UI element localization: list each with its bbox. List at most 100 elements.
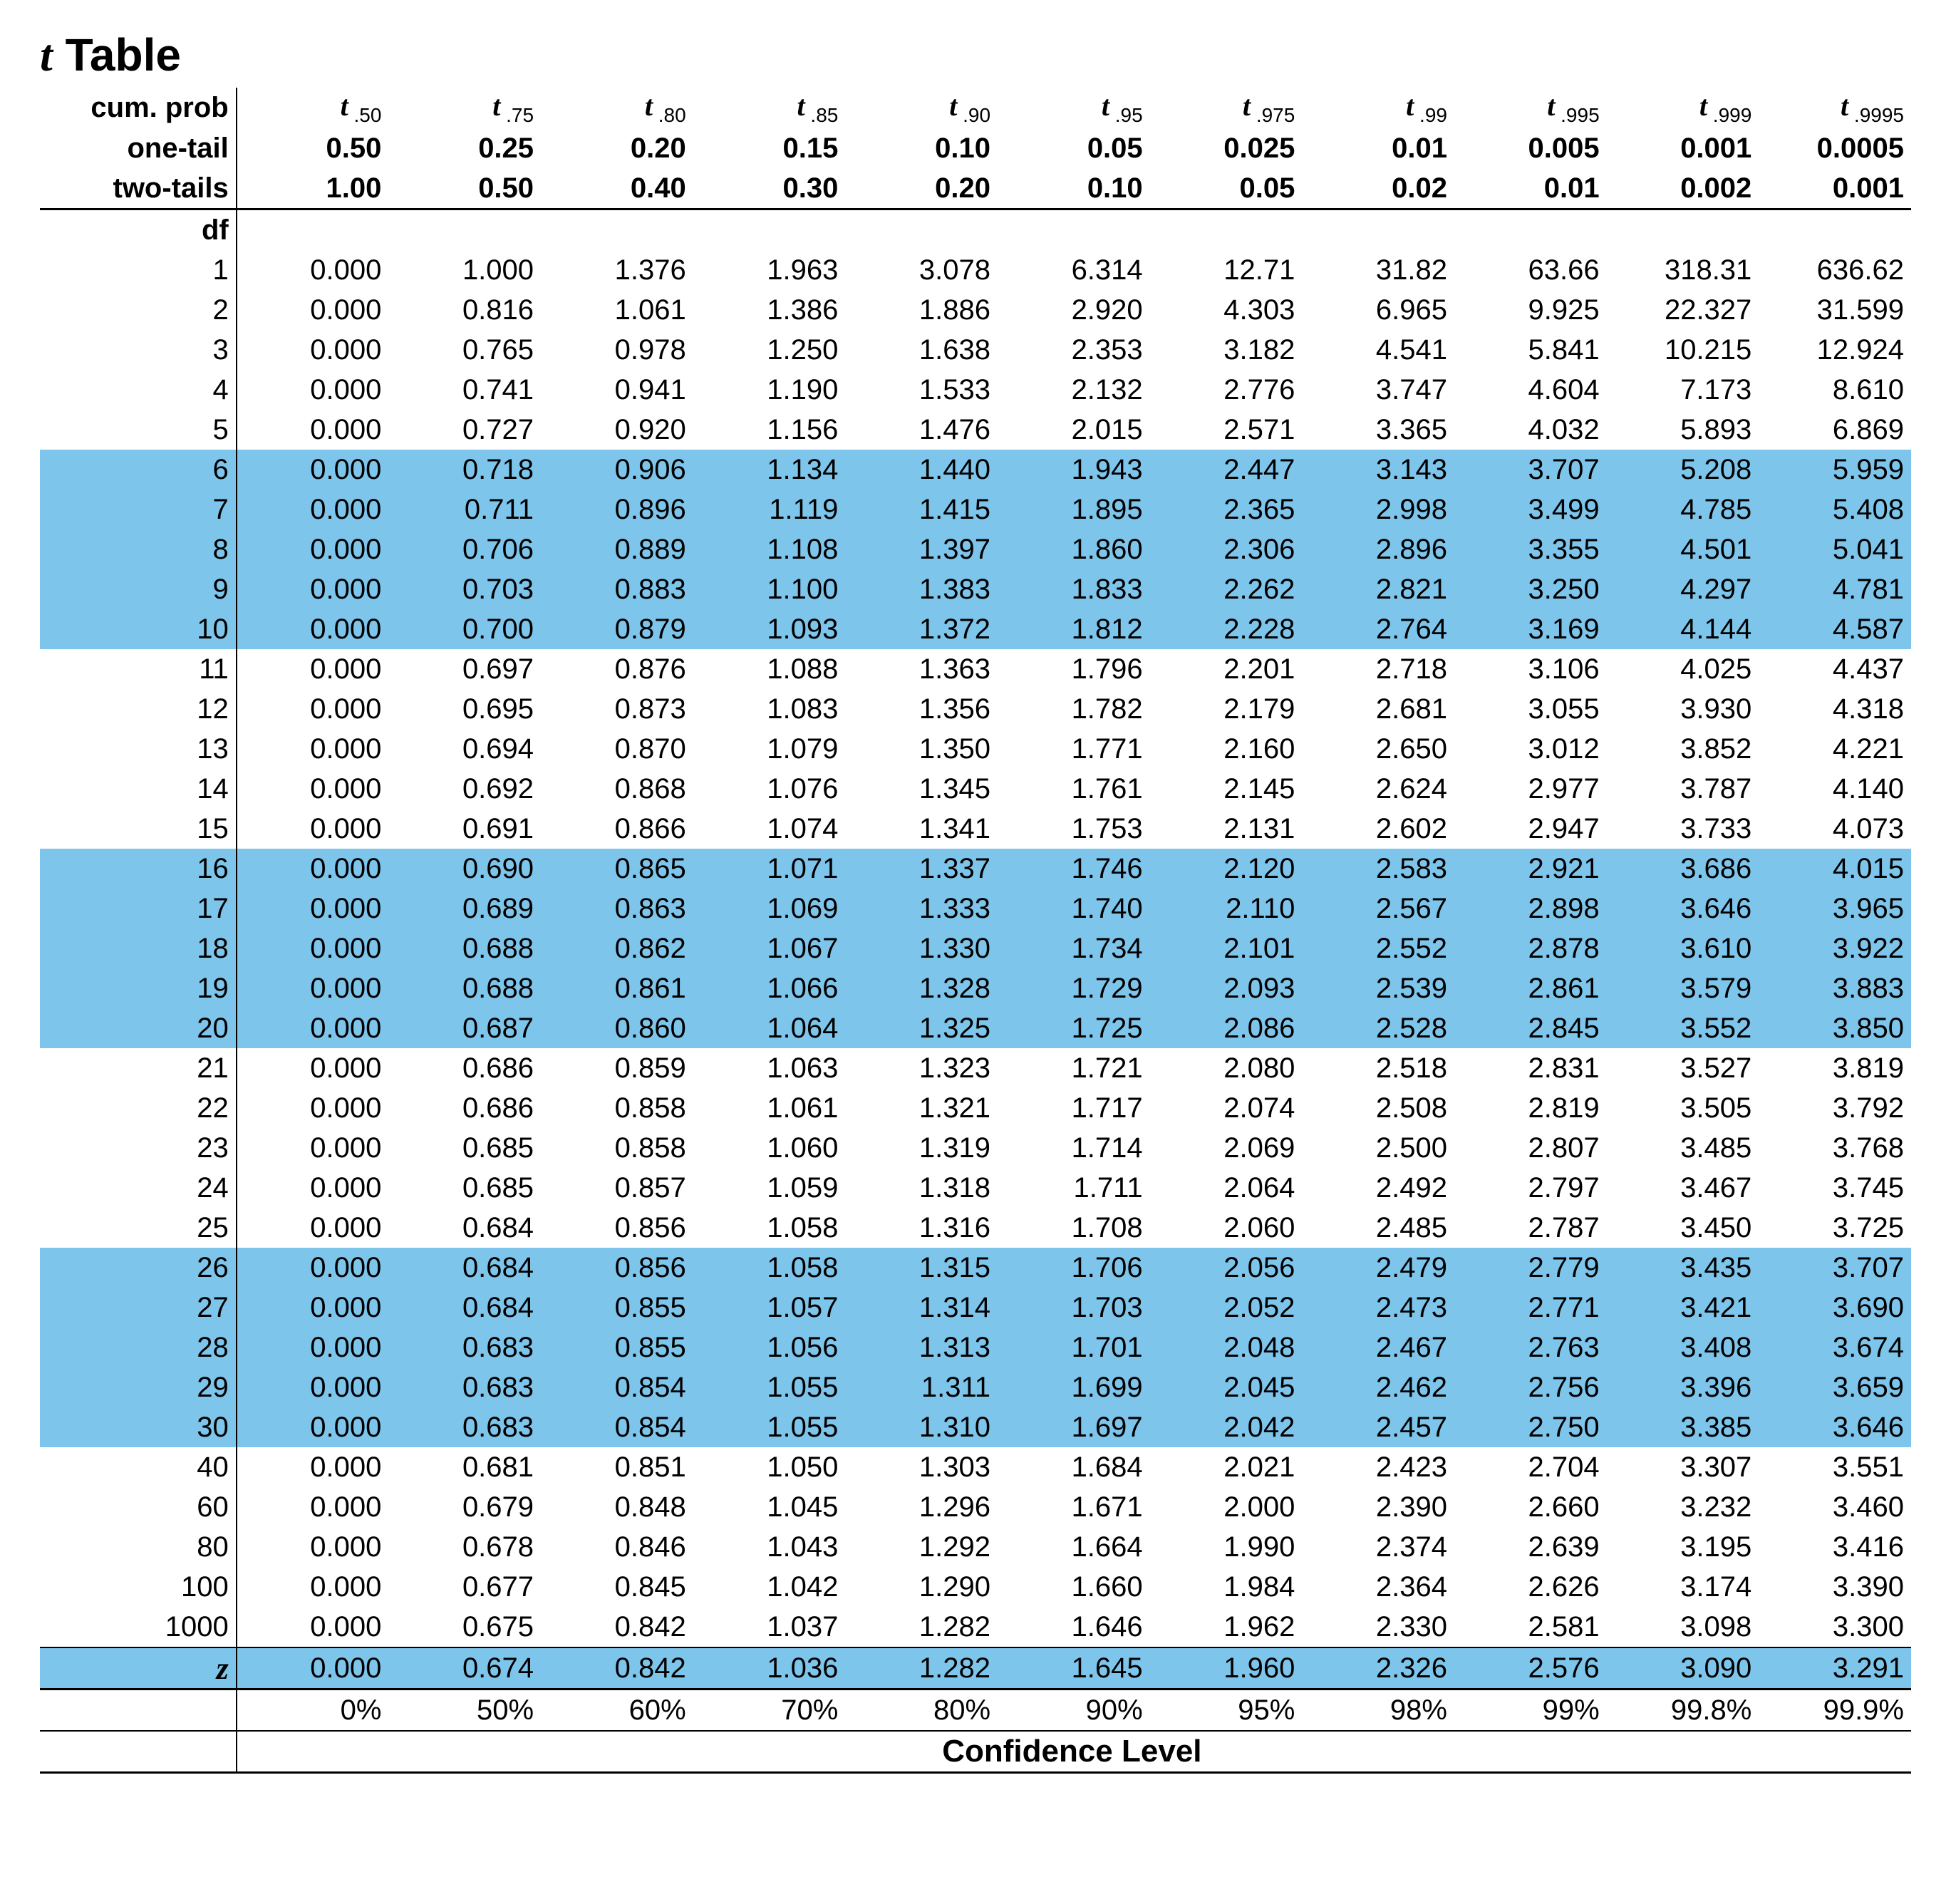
confidence-percent-row: 0%50%60%70%80%90%95%98%99%99.8%99.9% <box>40 1690 1911 1732</box>
t-value-cell: 1.290 <box>845 1567 998 1607</box>
t-value-cell: 0.000 <box>237 330 389 370</box>
t-value-cell: 2.518 <box>1302 1048 1454 1088</box>
header-two-tails-cell: 0.40 <box>541 168 693 209</box>
t-value-cell: 0.941 <box>541 370 693 410</box>
t-value-cell: 1.476 <box>845 410 998 450</box>
t-value-cell: 1.325 <box>845 1008 998 1048</box>
t-value-cell: 2.457 <box>1302 1407 1454 1447</box>
df-value: 11 <box>40 649 237 689</box>
df-value: 24 <box>40 1168 237 1208</box>
z-value-cell: 0.000 <box>237 1647 389 1690</box>
t-value-cell: 6.965 <box>1302 290 1454 330</box>
t-value-cell: 1.684 <box>998 1447 1150 1487</box>
t-value-cell: 0.000 <box>237 1567 389 1607</box>
t-value-cell: 0.718 <box>388 450 541 490</box>
t-value-cell: 2.807 <box>1454 1128 1607 1168</box>
t-value-cell: 4.032 <box>1454 410 1607 450</box>
df-value: 1 <box>40 250 237 290</box>
t-value-cell: 2.787 <box>1454 1208 1607 1248</box>
z-value-cell: 1.960 <box>1150 1647 1303 1690</box>
table-row: 30.0000.7650.9781.2501.6382.3533.1824.54… <box>40 330 1911 370</box>
header-t-cell: t .995 <box>1454 88 1607 128</box>
empty-cell <box>1150 209 1303 251</box>
table-row: 100.0000.7000.8791.0931.3721.8122.2282.7… <box>40 609 1911 649</box>
t-value-cell: 0.883 <box>541 569 693 609</box>
t-value-cell: 2.552 <box>1302 928 1454 968</box>
t-value-cell: 0.000 <box>237 250 389 290</box>
t-value-cell: 0.000 <box>237 1527 389 1567</box>
t-value-cell: 4.318 <box>1759 689 1911 729</box>
t-value-cell: 1.319 <box>845 1128 998 1168</box>
t-value-cell: 2.179 <box>1150 689 1303 729</box>
t-value-cell: 2.447 <box>1150 450 1303 490</box>
header-t-cell: t .9995 <box>1759 88 1911 128</box>
df-heading: df <box>40 209 237 251</box>
t-value-cell: 1.812 <box>998 609 1150 649</box>
t-value-cell: 0.683 <box>388 1367 541 1407</box>
t-value-cell: 0.000 <box>237 450 389 490</box>
t-value-cell: 1.740 <box>998 889 1150 928</box>
z-row: z0.0000.6740.8421.0361.2821.6451.9602.32… <box>40 1647 1911 1690</box>
t-value-cell: 0.854 <box>541 1407 693 1447</box>
t-value-cell: 1.782 <box>998 689 1150 729</box>
t-value-cell: 1.350 <box>845 729 998 769</box>
t-value-cell: 3.416 <box>1759 1527 1911 1567</box>
confidence-percent-cell: 99.8% <box>1607 1690 1759 1732</box>
t-value-cell: 4.501 <box>1607 529 1759 569</box>
t-value-cell: 1.376 <box>541 250 693 290</box>
df-value: 5 <box>40 410 237 450</box>
t-value-cell: 2.390 <box>1302 1487 1454 1527</box>
t-value-cell: 2.132 <box>998 370 1150 410</box>
z-value-cell: 0.674 <box>388 1647 541 1690</box>
t-value-cell: 1.721 <box>998 1048 1150 1088</box>
page-title: t Table <box>40 29 1911 82</box>
confidence-percent-cell: 60% <box>541 1690 693 1732</box>
t-value-cell: 2.048 <box>1150 1328 1303 1367</box>
t-value-cell: 0.000 <box>237 1008 389 1048</box>
empty-cell <box>40 1690 237 1732</box>
t-value-cell: 0.691 <box>388 809 541 849</box>
t-value-cell: 2.160 <box>1150 729 1303 769</box>
df-value: 12 <box>40 689 237 729</box>
header-one-tail-cell: 0.15 <box>693 128 846 168</box>
header-two-tails-cell: 0.001 <box>1759 168 1911 209</box>
t-value-cell: 0.000 <box>237 1048 389 1088</box>
t-value-cell: 3.965 <box>1759 889 1911 928</box>
table-body: cum. probt .50t .75t .80t .85t .90t .95t… <box>40 88 1911 1773</box>
empty-cell <box>998 209 1150 251</box>
t-value-cell: 1.190 <box>693 370 846 410</box>
header-row-one-tail: one-tail0.500.250.200.150.100.050.0250.0… <box>40 128 1911 168</box>
t-value-cell: 0.000 <box>237 1128 389 1168</box>
header-one-tail-cell: 0.10 <box>845 128 998 168</box>
t-value-cell: 2.064 <box>1150 1168 1303 1208</box>
t-value-cell: 1.638 <box>845 330 998 370</box>
t-value-cell: 1.725 <box>998 1008 1150 1048</box>
table-row: 800.0000.6780.8461.0431.2921.6641.9902.3… <box>40 1527 1911 1567</box>
t-value-cell: 4.587 <box>1759 609 1911 649</box>
t-value-cell: 12.71 <box>1150 250 1303 290</box>
t-value-cell: 3.421 <box>1607 1288 1759 1328</box>
t-value-cell: 0.000 <box>237 1168 389 1208</box>
confidence-level-label: Confidence Level <box>237 1731 1911 1773</box>
header-two-tails-cell: 1.00 <box>237 168 389 209</box>
t-value-cell: 2.060 <box>1150 1208 1303 1248</box>
t-value-cell: 3.460 <box>1759 1487 1911 1527</box>
t-value-cell: 4.437 <box>1759 649 1911 689</box>
t-value-cell: 2.878 <box>1454 928 1607 968</box>
t-value-cell: 1.060 <box>693 1128 846 1168</box>
t-value-cell: 0.000 <box>237 410 389 450</box>
t-value-cell: 31.82 <box>1302 250 1454 290</box>
t-value-cell: 1.074 <box>693 809 846 849</box>
t-value-cell: 0.686 <box>388 1088 541 1128</box>
t-value-cell: 1.310 <box>845 1407 998 1447</box>
t-value-cell: 2.831 <box>1454 1048 1607 1088</box>
t-value-cell: 0.862 <box>541 928 693 968</box>
empty-cell <box>237 209 389 251</box>
header-t-cell: t .85 <box>693 88 846 128</box>
t-value-cell: 3.078 <box>845 250 998 290</box>
t-value-cell: 3.850 <box>1759 1008 1911 1048</box>
confidence-percent-cell: 90% <box>998 1690 1150 1732</box>
table-row: 300.0000.6830.8541.0551.3101.6972.0422.4… <box>40 1407 1911 1447</box>
df-value: 10 <box>40 609 237 649</box>
t-value-cell: 1.088 <box>693 649 846 689</box>
